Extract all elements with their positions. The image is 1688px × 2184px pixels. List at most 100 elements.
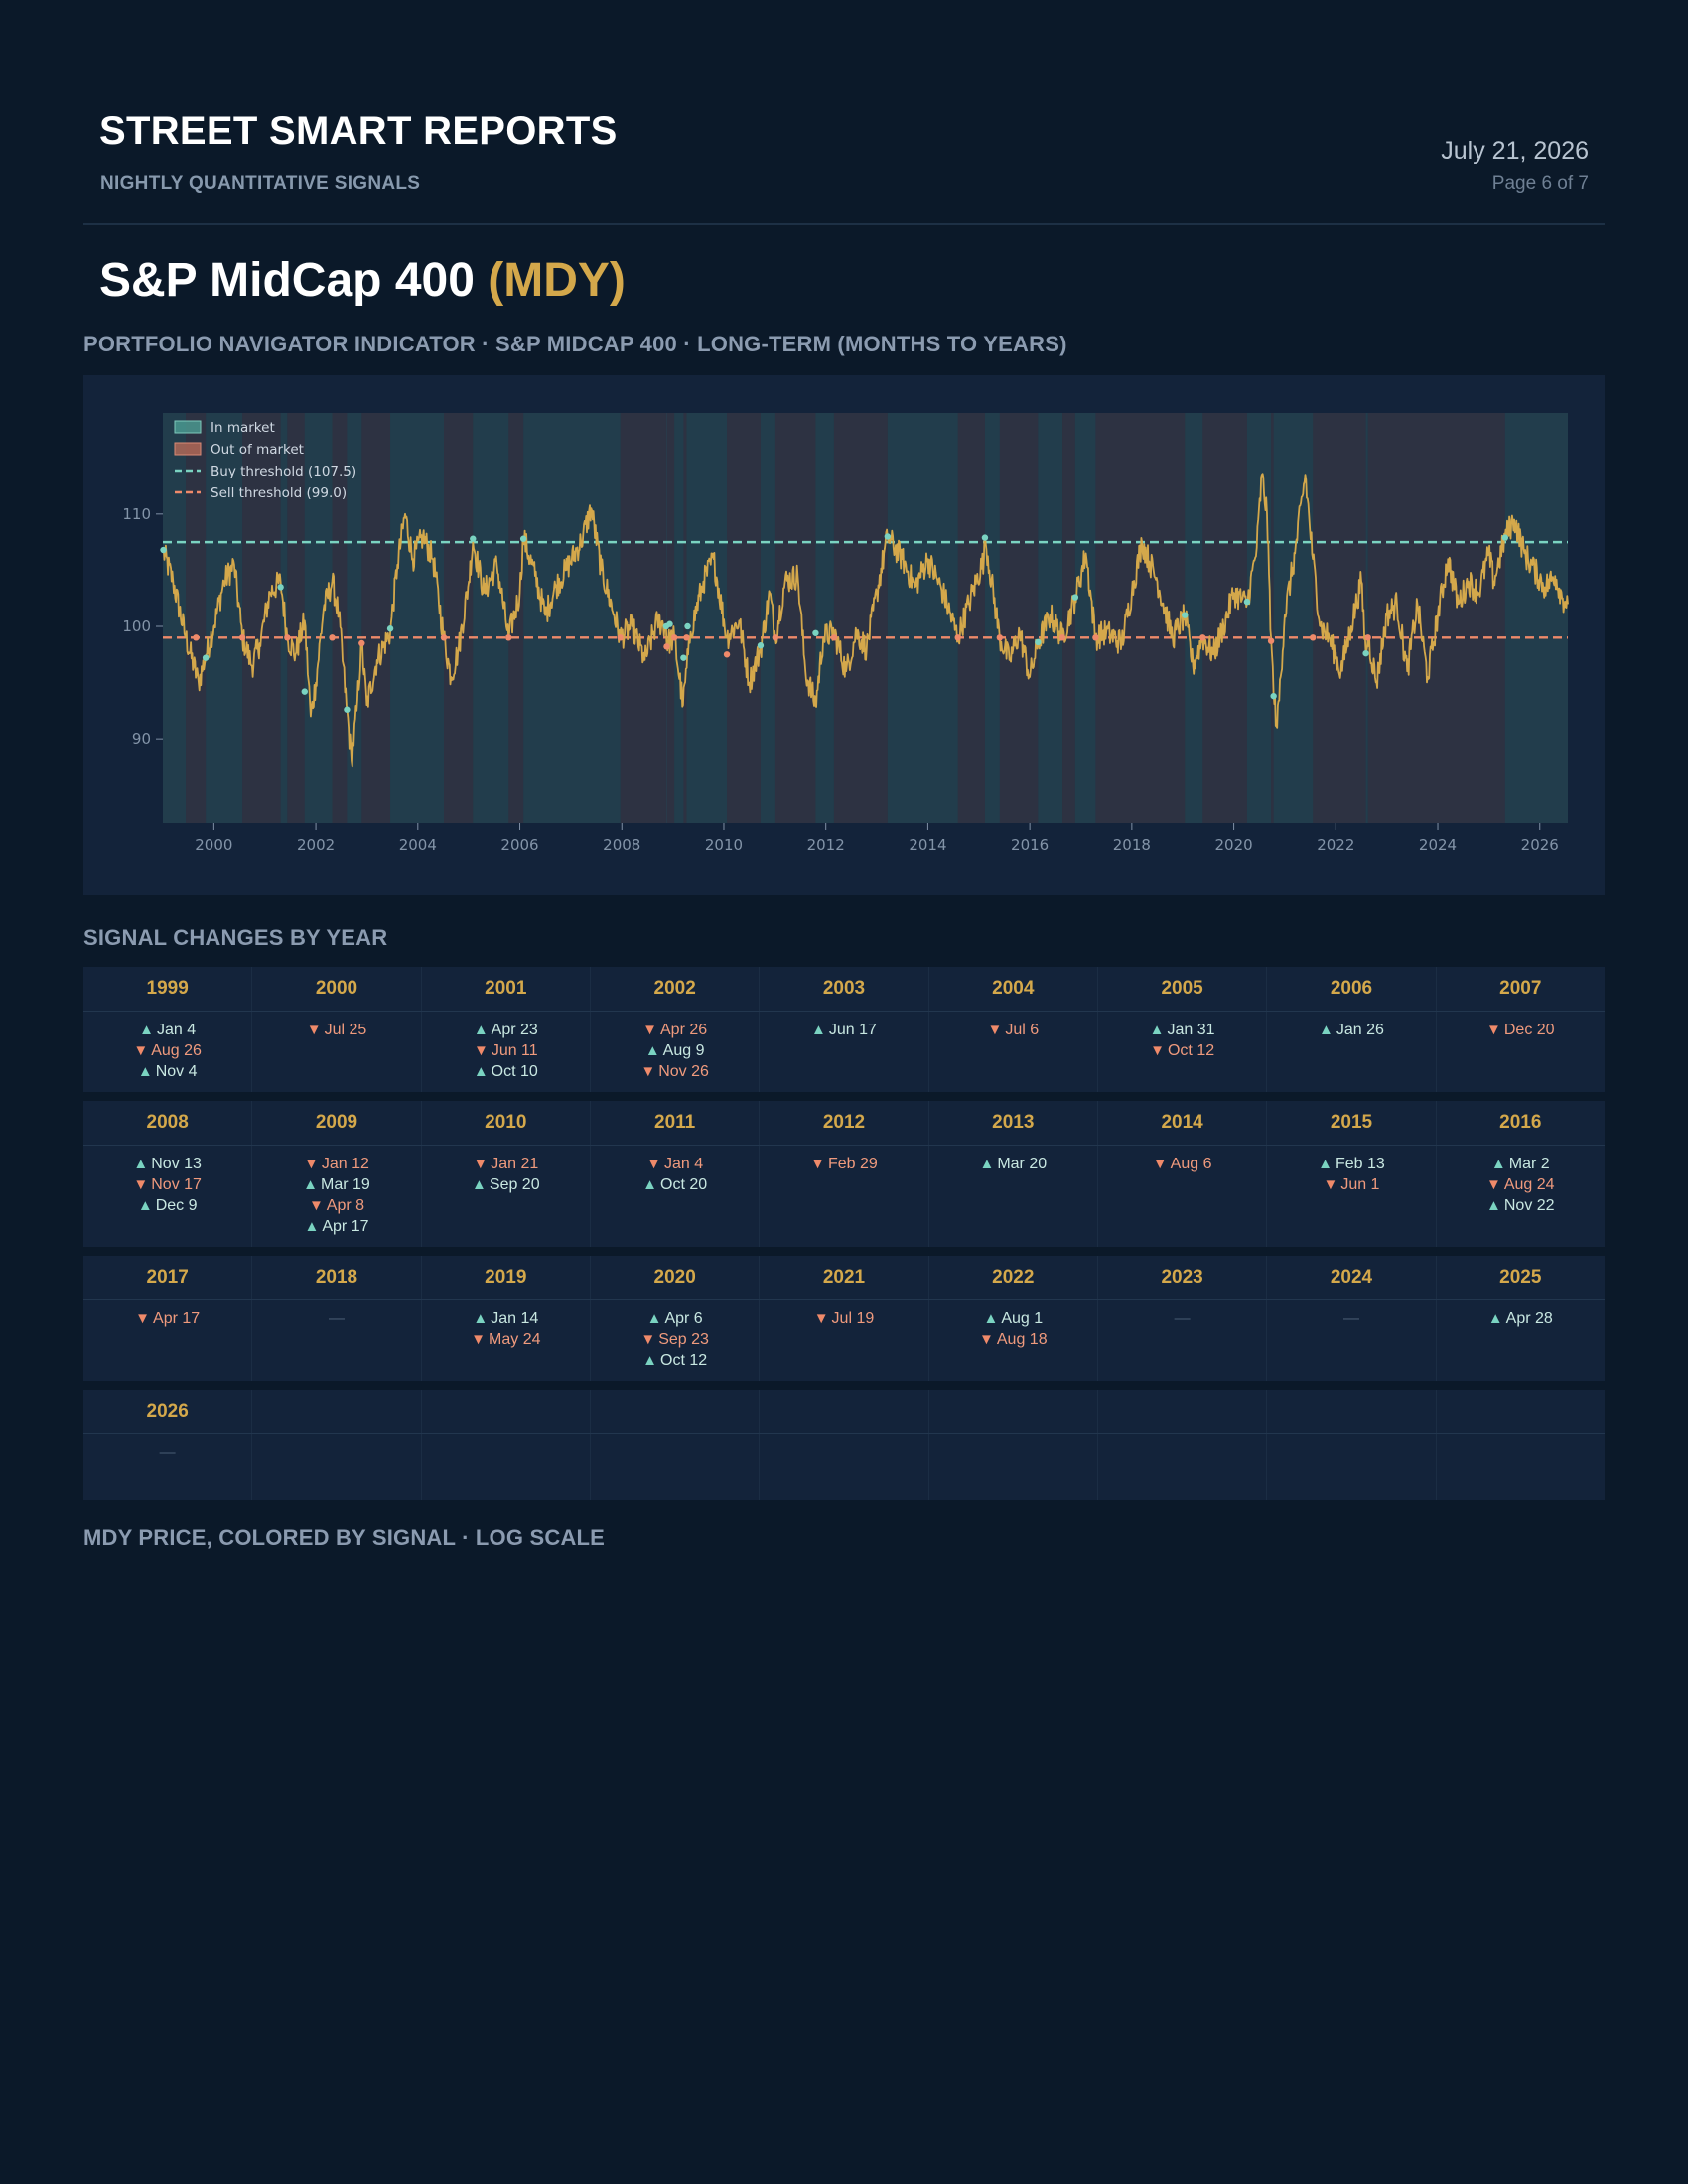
y-tick-label-110: 110	[122, 505, 151, 523]
signals-row: ▲ Nov 13 ▼ Nov 17 ▲ Dec 9 ▼ Jan 12 ▲ Mar 19 ▼ Apr 8…	[83, 1146, 1605, 1247]
signal-year-block: 2026 —	[83, 1390, 1605, 1500]
year-header: 2014	[1098, 1101, 1268, 1145]
signal-date: Aug 18	[996, 1331, 1048, 1348]
down-triangle-icon: ▼	[646, 1156, 661, 1172]
year-header	[252, 1390, 422, 1433]
legend-label: In market	[211, 420, 275, 436]
x-tick-label-2014: 2014	[909, 836, 946, 854]
signal-date: Nov 17	[151, 1176, 202, 1193]
year-header	[1098, 1390, 1268, 1433]
indicator-section-label: PORTFOLIO NAVIGATOR INDICATOR · S&P MIDC…	[83, 332, 1067, 356]
year-header: 2001	[422, 967, 591, 1011]
sell-signal: ▼ Aug 18	[929, 1329, 1097, 1350]
signal-date: Aug 26	[151, 1042, 202, 1059]
signal-cell: ▲ Jun 17	[760, 1012, 929, 1092]
buy-signal-marker	[160, 546, 167, 554]
down-triangle-icon: ▼	[1486, 1176, 1501, 1193]
no-signal-mark: —	[328, 1310, 345, 1327]
buy-signal: ▲ Mar 20	[929, 1154, 1097, 1174]
page-title: S&P MidCap 400 (MDY)	[99, 253, 626, 308]
signal-cell	[422, 1434, 591, 1500]
sell-signal: ▼ Feb 29	[760, 1154, 927, 1174]
sell-signal: ▼ Apr 26	[591, 1020, 759, 1040]
signal-date: Oct 20	[660, 1176, 708, 1193]
signal-cell: ▲ Apr 28	[1437, 1300, 1605, 1381]
down-triangle-icon: ▼	[987, 1022, 1003, 1038]
x-tick-label-2016: 2016	[1011, 836, 1049, 854]
up-triangle-icon: ▲	[811, 1022, 826, 1038]
year-header	[929, 1390, 1098, 1433]
up-triangle-icon: ▲	[642, 1176, 657, 1193]
buy-signal: ▲ Nov 22	[1437, 1195, 1605, 1216]
sell-signal: ▼ Oct 12	[1098, 1040, 1266, 1061]
signal-cell: ▼ Aug 6	[1098, 1146, 1268, 1247]
in-market-band	[1074, 413, 1096, 823]
x-tick-label-2022: 2022	[1317, 836, 1354, 854]
out-market-band	[833, 413, 888, 823]
year-header: 2023	[1098, 1256, 1268, 1299]
signal-cell: ▲ Aug 1 ▼ Aug 18	[929, 1300, 1098, 1381]
x-tick-label-2004: 2004	[399, 836, 437, 854]
out-market-band	[242, 413, 281, 823]
signal-cell: ▼ Apr 26 ▲ Aug 9 ▼ Nov 26	[591, 1012, 761, 1092]
year-header: 2011	[591, 1101, 761, 1145]
sell-signal-marker	[772, 634, 779, 641]
buy-signal: ▲ Feb 13	[1267, 1154, 1435, 1174]
index-ticker: (MDY)	[488, 254, 626, 307]
buy-signal: ▲ Oct 20	[591, 1174, 759, 1195]
year-header: 2018	[252, 1256, 422, 1299]
up-triangle-icon: ▲	[1487, 1310, 1503, 1327]
in-market-band	[760, 413, 775, 823]
out-market-band	[287, 413, 305, 823]
down-triangle-icon: ▼	[640, 1331, 656, 1348]
signal-cell: ▼ Feb 29	[760, 1146, 929, 1247]
signal-date: Nov 22	[1503, 1197, 1555, 1214]
sell-signal-marker	[1267, 637, 1275, 644]
out-market-band	[727, 413, 761, 823]
year-header: 2022	[929, 1256, 1098, 1299]
indicator-line	[162, 473, 1569, 768]
out-market-band	[666, 413, 675, 823]
year-header: 2019	[422, 1256, 591, 1299]
sell-signal: ▼ Jun 1	[1267, 1174, 1435, 1195]
buy-signal-marker	[666, 620, 673, 627]
signal-cell	[1437, 1434, 1605, 1500]
sell-signal-marker	[1309, 634, 1317, 641]
year-header: 2004	[929, 967, 1098, 1011]
buy-signal: ▲ Nov 4	[83, 1061, 251, 1082]
signal-date: Jul 25	[324, 1022, 367, 1038]
signal-date: Jan 4	[664, 1156, 704, 1172]
up-triangle-icon: ▲	[472, 1176, 487, 1193]
x-tick-label-2000: 2000	[195, 836, 232, 854]
in-market-band	[280, 413, 288, 823]
signal-cell	[929, 1434, 1098, 1500]
sell-signal: ▼ Jul 25	[252, 1020, 420, 1040]
signal-date: Apr 17	[322, 1218, 369, 1235]
up-triangle-icon: ▲	[644, 1042, 660, 1059]
buy-signal-marker	[1270, 692, 1277, 700]
sell-signal: ▼ May 24	[422, 1329, 590, 1350]
sell-signal: ▼ Nov 17	[83, 1174, 251, 1195]
chart-legend: In market Out of market Buy threshold (107…	[174, 420, 356, 501]
in-market-band	[1365, 413, 1368, 823]
no-signal-mark: —	[1342, 1310, 1359, 1327]
signal-date: Aug 24	[1503, 1176, 1555, 1193]
signals-table: 1999 2000 2001 2002 2003 2004 2005 2006 2007 ▲ Jan…	[83, 967, 1605, 1509]
buy-signal: ▲ Jan 4	[83, 1020, 251, 1040]
signal-cell: ▼ Dec 20	[1437, 1012, 1605, 1092]
signal-cell: ▲ Apr 6 ▼ Sep 23 ▲ Oct 12	[591, 1300, 761, 1381]
year-header	[760, 1390, 929, 1433]
down-triangle-icon: ▼	[640, 1063, 656, 1080]
x-tick-label-2020: 2020	[1214, 836, 1252, 854]
sell-signal-marker	[996, 634, 1004, 641]
signal-cell	[1098, 1434, 1268, 1500]
signal-cell: ▲ Jan 26	[1267, 1012, 1437, 1092]
year-header: 2009	[252, 1101, 422, 1145]
sell-signal: ▼ Jul 19	[760, 1308, 927, 1329]
no-signal-mark: —	[1174, 1310, 1191, 1327]
legend-out-market-swatch	[174, 442, 202, 456]
in-market-band	[1246, 413, 1272, 823]
signal-date: Dec 9	[155, 1197, 198, 1214]
year-header: 2002	[591, 967, 761, 1011]
year-header-row: 2026	[83, 1390, 1605, 1434]
